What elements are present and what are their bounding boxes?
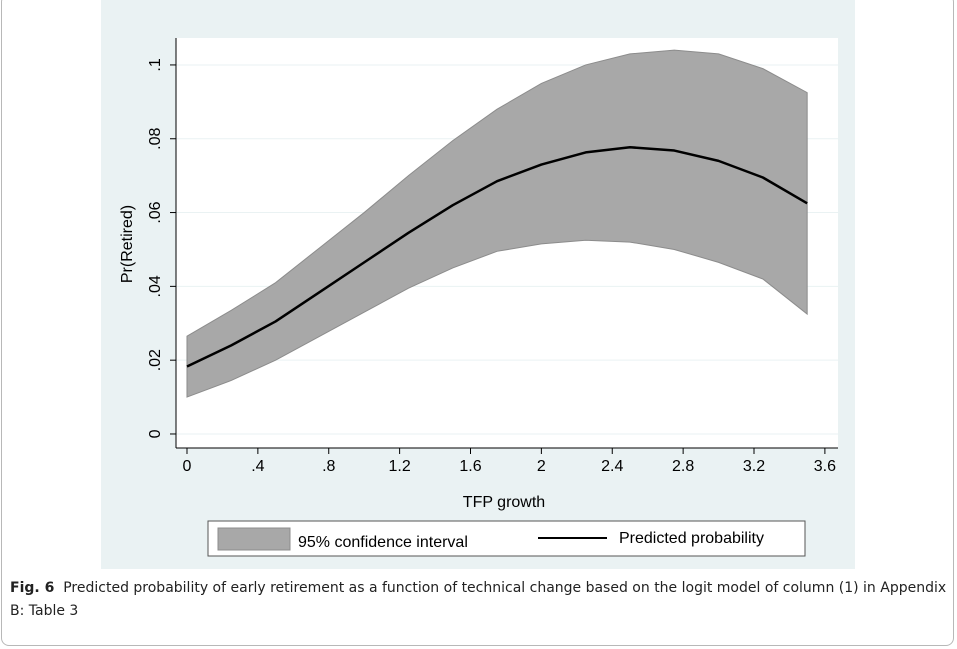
x-tick-label: 1.6 <box>459 458 481 475</box>
chart: TFP growth Pr(Retired) 0 .02 .04 .06 .08 .1 0.… <box>101 0 855 569</box>
y-tick-label: .08 <box>147 128 164 150</box>
caption: Fig. 6 Predicted probability of early re… <box>10 577 950 623</box>
x-tick-label: 3.2 <box>743 458 765 475</box>
confidence-band <box>186 49 808 398</box>
x-tick-label: 3.6 <box>814 458 836 475</box>
legend-label: Predicted probability <box>619 530 764 547</box>
line <box>186 145 808 368</box>
y-tick-label: 0 <box>147 429 164 438</box>
x-tick-label: .8 <box>322 458 335 475</box>
x-tick-label: 2.4 <box>601 458 623 475</box>
y-tick-label: .06 <box>147 201 164 223</box>
y-tick-label: .02 <box>147 349 164 371</box>
figure-label: Fig. 6 <box>10 580 55 596</box>
y-axis-title: Pr(Retired) <box>119 205 136 283</box>
y-tick-label: .1 <box>147 58 164 71</box>
x-tick-label: 0 <box>183 458 192 475</box>
y-tick-label: .04 <box>147 275 164 297</box>
x-tick-label: 1.2 <box>388 458 410 475</box>
x-tick-label: 2.8 <box>672 458 694 475</box>
legend-label: 95% confidence interval <box>298 534 468 551</box>
x-tick-label: 2 <box>537 458 546 475</box>
x-axis-title: TFP growth <box>463 494 545 511</box>
legend <box>207 520 806 557</box>
caption-text: Predicted probability of early retiremen… <box>10 580 947 619</box>
legend-swatch <box>217 527 291 551</box>
x-tick-label: .4 <box>251 458 264 475</box>
